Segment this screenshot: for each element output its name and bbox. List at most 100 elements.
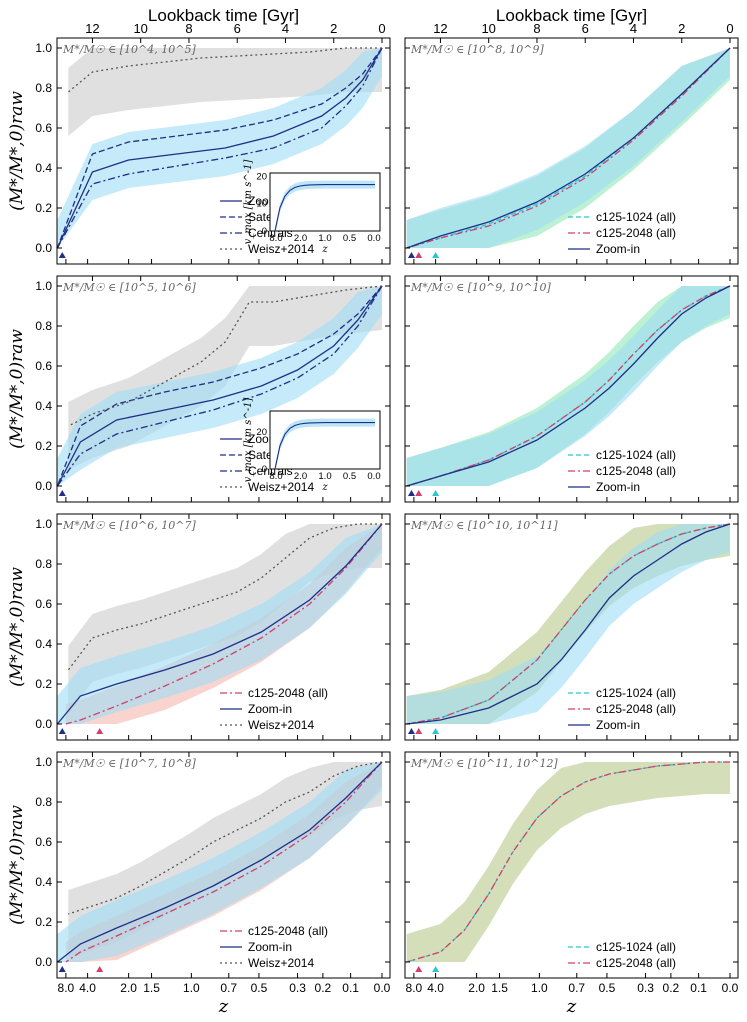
inset-y-tick: 20 (256, 171, 267, 182)
z-tick-label: 4.0 (427, 981, 444, 995)
top-tick-label: 2 (678, 21, 685, 36)
legend-label: c125-2048 (all) (596, 956, 676, 970)
panel-frame (56, 513, 391, 741)
panel-frame (404, 513, 739, 741)
triangle-marker (58, 490, 66, 496)
y-tick-label: 0.2 (35, 677, 52, 691)
x-axis-label: z (566, 996, 577, 1017)
series-line (68, 761, 383, 915)
legend-label: c125-1024 (all) (596, 210, 676, 224)
series-line (406, 761, 730, 963)
y-tick-label: 0.0 (35, 241, 52, 255)
zoom-band (57, 762, 383, 962)
z-tick-label: 0.0 (374, 981, 391, 995)
series-line (406, 47, 731, 249)
y-tick-label: 0.4 (35, 399, 52, 413)
series-line (56, 47, 383, 249)
inset-x-tick: 0.5 (343, 471, 356, 482)
y-tick-label: 1.0 (35, 517, 52, 531)
inset-y-tick: 0 (262, 226, 267, 237)
top-tick-label: 12 (85, 21, 99, 36)
legend-label: c125-2048 (all) (596, 702, 676, 716)
inset-x-tick: 1.0 (318, 471, 331, 482)
y-tick-label: 0.6 (35, 121, 52, 135)
panel-4: M*/M☉ ∈ [10^9, 10^10] c125-1024 (all) c125… (404, 275, 739, 503)
z-tick-label: 0.5 (599, 981, 616, 995)
legend-label: c125-2048 (all) (248, 686, 328, 700)
series-line (406, 523, 731, 725)
z-tick-label: 0.3 (637, 981, 654, 995)
z-tick-label: 0.3 (289, 981, 306, 995)
mass-bin-label: M*/M☉ ∈ [10^4, 10^5] (62, 43, 196, 56)
y-tick-label: 0.4 (35, 637, 52, 651)
zoom-band (57, 286, 383, 486)
y-tick-label: 0.4 (35, 875, 52, 889)
z-tick-label: 2.0 (468, 981, 485, 995)
y-tick-label: 0.0 (35, 479, 52, 493)
inset-y-tick: 20 (256, 427, 267, 438)
z-tick-label: 0.7 (220, 981, 237, 995)
top-tick-label: 6 (234, 21, 241, 36)
inset-y-label: v_max [km s^-1] (243, 398, 254, 483)
panel-5: 0.0 0.2 0.4 0.6 0.8 1.0 M*/M☉ ∈ [10^6, 10^7] (M… (7, 513, 391, 741)
legend-label: Weisz+2014 (248, 242, 314, 256)
series-line (406, 285, 731, 487)
y-axis-label: (M*/M*,0)raw (7, 329, 27, 449)
inset-x-tick: 0.0 (367, 471, 380, 482)
inset-band (275, 180, 375, 235)
triangle-marker (58, 966, 66, 972)
top-tick-label: 12 (433, 21, 447, 36)
inset-x-tick: 8.0 (269, 471, 282, 482)
legend-label: Weisz+2014 (248, 480, 314, 494)
zoom-band (57, 48, 383, 248)
top-tick-label: 8 (185, 21, 192, 36)
legend-label: Weisz+2014 (248, 956, 314, 970)
series-line (56, 761, 383, 963)
top-axis-label: Lookback time [Gyr] (148, 6, 299, 25)
series-line (65, 523, 383, 725)
legend-label: Zoom-in (596, 242, 640, 256)
z-tick-label: 0.2 (663, 981, 680, 995)
mass-bin-label: M*/M☉ ∈ [10^7, 10^8] (62, 757, 196, 770)
inset-y-tick: 10 (256, 199, 267, 210)
triangle-marker (415, 252, 423, 258)
panel-frame (56, 37, 391, 265)
panel-frame (404, 275, 739, 503)
y-tick-label: 0.2 (35, 439, 52, 453)
top-tick-label: 8 (533, 21, 540, 36)
inset-x-tick: 1.0 (318, 233, 331, 244)
z-tick-label: 1.0 (531, 981, 548, 995)
zoom-band (57, 524, 383, 724)
inset-line (274, 422, 375, 470)
z-tick-label: 8.0 (58, 981, 75, 995)
y-tick-label: 0.2 (35, 201, 52, 215)
panel-2: M*/M☉ ∈ [10^8, 10^9] c125-1024 (all) c125-… (404, 37, 739, 265)
z-tick-label: 0.7 (568, 981, 585, 995)
series-line (56, 285, 383, 487)
series-line (68, 285, 383, 427)
panel-frame (404, 37, 739, 265)
z-tick-label: 4.0 (79, 981, 96, 995)
y-tick-label: 0.0 (35, 717, 52, 731)
inset-x-tick: 2.0 (294, 471, 307, 482)
panel-frame (56, 275, 391, 503)
triangle-marker (432, 490, 440, 496)
triangle-marker (58, 728, 66, 734)
inset-x-tick: 0.0 (367, 233, 380, 244)
series-line (56, 285, 383, 487)
inset-plot: 8.0 2.0 1.0 0.5 0.0 0 10 20 z v_max [km s^-1] (243, 160, 381, 255)
z-tick-label: 1.0 (183, 981, 200, 995)
panel-7: 0.0 0.2 0.4 0.6 0.8 1.0 8.0 4.0 2.0 1.5 1.0 0.7 0.5 0… (7, 751, 391, 995)
mass-bin-label: M*/M☉ ∈ [10^11, 10^12] (410, 757, 558, 770)
legend-label: Zoom-in (596, 718, 640, 732)
triangle-marker (96, 728, 104, 734)
panel-1: 0.0 0.2 0.4 0.6 0.8 1.0 M*/M☉ ∈ [10^4, 10^5] (M… (7, 37, 391, 265)
legend-label: c125-1024 (all) (596, 940, 676, 954)
zoom-band (406, 48, 730, 248)
legend-label: Weisz+2014 (248, 718, 314, 732)
z-tick-label: 0.1 (690, 981, 707, 995)
y-tick-label: 1.0 (35, 41, 52, 55)
series-line (406, 285, 731, 487)
legend-label: c125-2048 (all) (596, 464, 676, 478)
